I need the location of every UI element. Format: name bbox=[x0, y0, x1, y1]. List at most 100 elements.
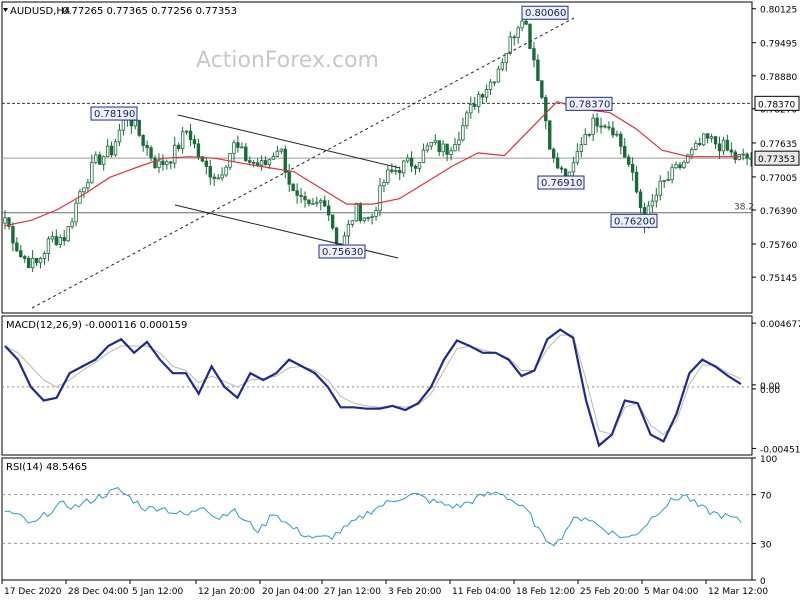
price-callout-label: 0.80060 bbox=[525, 8, 566, 19]
rsi-title: RSI(14) 48.5465 bbox=[6, 462, 87, 473]
candle-body bbox=[619, 133, 623, 147]
x-tick-label: 17 Dec 2020 bbox=[4, 587, 62, 597]
candle-body bbox=[145, 145, 149, 149]
candle-body bbox=[54, 236, 59, 245]
candle-body bbox=[623, 145, 627, 158]
candle-body bbox=[698, 142, 702, 146]
candle-body bbox=[480, 94, 485, 98]
axis-price-marker bbox=[754, 95, 800, 111]
rsi-panel-frame bbox=[1, 457, 753, 581]
candle-body bbox=[141, 134, 145, 146]
candle-body bbox=[674, 164, 678, 169]
candle-body bbox=[496, 68, 501, 83]
candle-body bbox=[330, 214, 335, 229]
candle-body bbox=[701, 133, 706, 146]
candle-body bbox=[386, 169, 390, 184]
candle-body bbox=[508, 36, 512, 54]
candle-body bbox=[319, 200, 323, 203]
candle-body bbox=[311, 202, 315, 205]
candle-body bbox=[98, 154, 102, 165]
candle-body bbox=[611, 127, 615, 136]
candle-body bbox=[7, 217, 11, 227]
candle-body bbox=[512, 36, 516, 39]
x-tick-label: 25 Feb 20:00 bbox=[580, 587, 639, 597]
candle-body bbox=[208, 166, 212, 178]
rsi-tick-label: 100 bbox=[760, 455, 777, 465]
trend-dashed-line bbox=[31, 17, 575, 309]
candle-body bbox=[682, 161, 686, 169]
candle-body bbox=[188, 130, 193, 141]
candle-body bbox=[492, 81, 497, 84]
candle-body bbox=[409, 157, 414, 167]
price-callout-box bbox=[537, 175, 585, 190]
candle-body bbox=[244, 146, 248, 162]
candle-body bbox=[23, 256, 27, 259]
candle-body bbox=[717, 143, 722, 152]
candle-body bbox=[595, 117, 599, 127]
price-callout-label: 0.76200 bbox=[614, 216, 655, 227]
candle-body bbox=[46, 238, 51, 254]
candle-body bbox=[524, 20, 528, 25]
macd-title: MACD(12,26,9) -0.000116 0.000159 bbox=[6, 320, 187, 331]
price-callout-label: 0.76910 bbox=[541, 178, 582, 189]
candle-body bbox=[236, 142, 240, 148]
candle-body bbox=[670, 167, 674, 180]
candle-body bbox=[117, 129, 122, 143]
candle-body bbox=[149, 147, 153, 159]
price-callout-box bbox=[90, 106, 138, 121]
candle-body bbox=[263, 160, 268, 166]
candle-body bbox=[295, 190, 299, 196]
candle-body bbox=[204, 160, 209, 167]
candle-body bbox=[58, 237, 62, 245]
macd-tick-label: 0.004677 bbox=[760, 320, 800, 330]
candle-body bbox=[251, 161, 256, 164]
candle-body bbox=[603, 125, 607, 128]
candle-body bbox=[165, 161, 169, 166]
candle-body bbox=[528, 23, 532, 49]
candle-body bbox=[626, 156, 631, 165]
candle-body bbox=[255, 162, 260, 166]
candle-body bbox=[504, 52, 509, 64]
candle-body bbox=[299, 194, 303, 197]
candle-body bbox=[575, 151, 580, 164]
macd-tick-label: 0.00 bbox=[760, 386, 780, 396]
candle-body bbox=[429, 142, 434, 147]
candle-body bbox=[378, 185, 382, 211]
candle-body bbox=[315, 201, 319, 204]
price-callout-box bbox=[565, 96, 613, 111]
candle-body bbox=[200, 156, 205, 162]
watermark-text: ActionForex.com bbox=[196, 48, 379, 73]
candle-body bbox=[650, 200, 655, 207]
candle-body bbox=[19, 250, 23, 257]
candle-body bbox=[303, 196, 307, 201]
channel-upper-line bbox=[177, 114, 401, 169]
candle-body bbox=[421, 149, 426, 164]
x-tick-label: 28 Dec 04:00 bbox=[68, 587, 129, 597]
candle-body bbox=[461, 125, 465, 141]
candle-body bbox=[721, 139, 726, 152]
price-tick-label: 0.75145 bbox=[760, 274, 797, 284]
candle-body bbox=[11, 226, 15, 244]
candle-body bbox=[62, 237, 66, 242]
fib-level-label: 38.2 bbox=[734, 203, 754, 213]
candle-body bbox=[741, 153, 745, 156]
candle-body bbox=[473, 103, 477, 107]
x-tick-label: 27 Jan 12:00 bbox=[324, 587, 381, 597]
ohlc-label: 0.77265 0.77365 0.77256 0.77353 bbox=[62, 6, 237, 17]
candle-body bbox=[591, 117, 595, 135]
candle-body bbox=[630, 163, 635, 173]
candle-body bbox=[358, 203, 362, 221]
candle-body bbox=[536, 59, 540, 82]
price-callout-label: 0.78370 bbox=[569, 99, 610, 110]
candle-body bbox=[587, 133, 591, 136]
price-tick-label: 0.76390 bbox=[760, 207, 797, 217]
candle-body bbox=[433, 140, 437, 143]
price-callout-box bbox=[318, 244, 366, 259]
candle-body bbox=[283, 148, 287, 173]
candle-body bbox=[279, 148, 284, 152]
candle-body bbox=[30, 257, 35, 269]
axis-price-marker-label: 0.78370 bbox=[758, 100, 795, 110]
macd-tick-label: 0.00 bbox=[760, 382, 780, 392]
candle-body bbox=[192, 139, 197, 145]
